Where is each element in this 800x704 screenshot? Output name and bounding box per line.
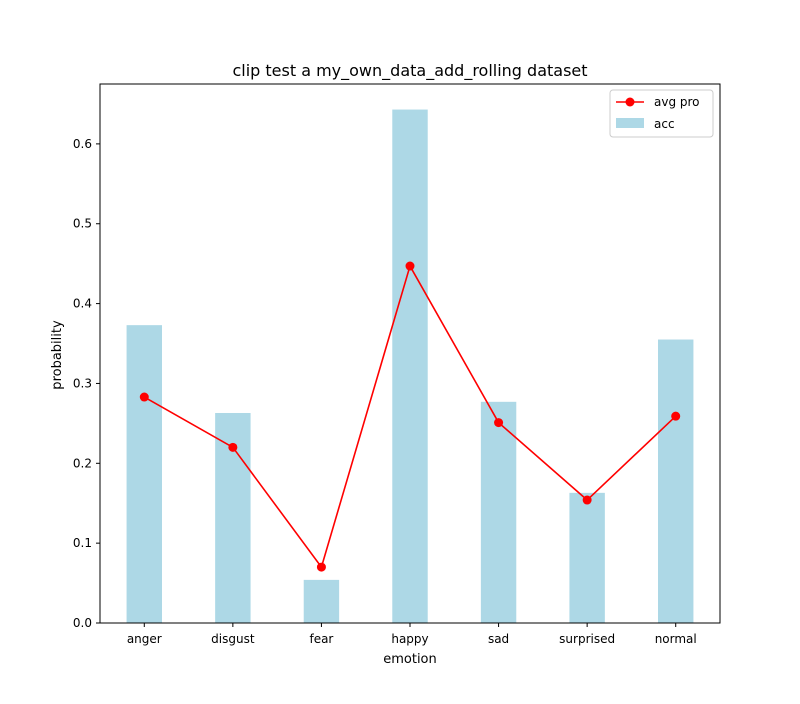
point-normal [671, 411, 681, 421]
x-tick-label-normal: normal [655, 632, 697, 646]
y-tick-label: 0.2 [73, 456, 92, 470]
y-tick-label: 0.5 [73, 217, 92, 231]
y-tick-label: 0.3 [73, 376, 92, 390]
point-sad [494, 418, 504, 428]
legend-bar-swatch [616, 118, 644, 128]
y-tick-label: 0.0 [73, 616, 92, 630]
legend-label-avg-pro: avg pro [654, 95, 700, 109]
x-tick-label-fear: fear [309, 632, 333, 646]
y-axis-label: probability [50, 320, 65, 390]
y-tick-label: 0.4 [73, 297, 92, 311]
bar-surprised [569, 492, 605, 623]
point-surprised [582, 495, 592, 505]
x-tick-label-happy: happy [391, 632, 428, 646]
y-tick-label: 0.1 [73, 536, 92, 550]
point-happy [405, 261, 415, 271]
bar-sad [480, 401, 517, 623]
bar-anger [126, 325, 162, 623]
x-tick-label-anger: anger [127, 632, 162, 646]
point-anger [139, 392, 149, 402]
bar-fear [303, 579, 340, 623]
x-tick-label-disgust: disgust [211, 632, 255, 646]
point-fear [316, 562, 326, 572]
x-tick-label-surprised: surprised [559, 632, 615, 646]
bar-normal [658, 339, 694, 623]
plot-area: 0.0 0.1 0.2 0.3 0.4 0.5 0.6 anger disgust fear hap… [73, 83, 721, 646]
legend: avg pro acc [609, 89, 714, 138]
point-disgust [228, 442, 238, 452]
bar-happy [392, 109, 428, 623]
legend-label-acc: acc [654, 117, 675, 131]
y-tick-label: 0.6 [73, 137, 92, 151]
x-tick-label-sad: sad [488, 632, 509, 646]
legend-marker-swatch [625, 97, 635, 107]
chart-title: clip test a my_own_data_add_rolling data… [232, 61, 587, 81]
x-axis-label: emotion [383, 652, 437, 667]
